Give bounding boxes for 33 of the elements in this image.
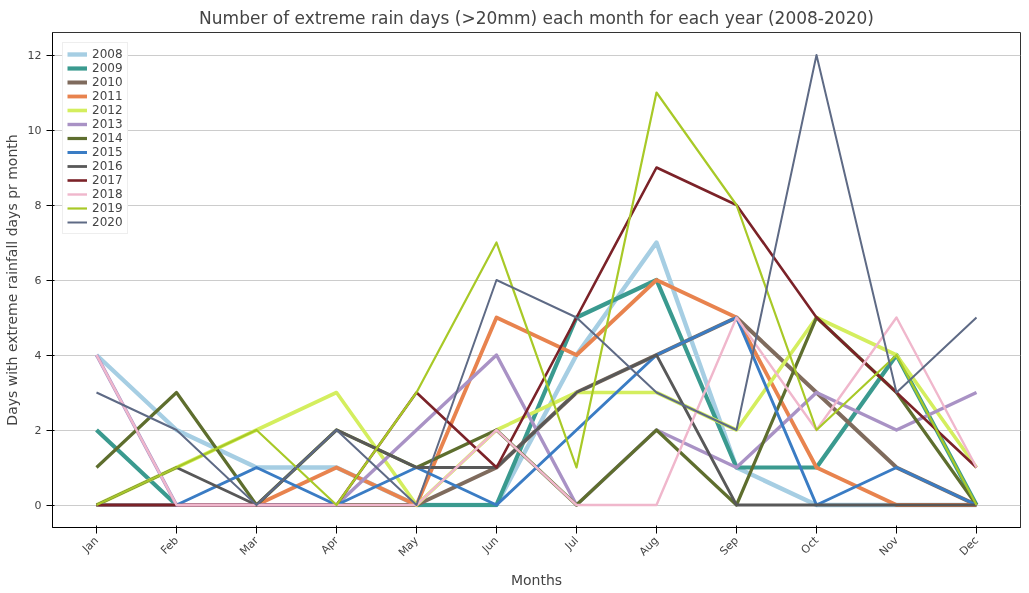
y-axis-title: Days with extreme rainfall days pr month <box>3 134 20 426</box>
legend-label: 2012 <box>92 103 123 117</box>
chart-title: Number of extreme rain days (>20mm) each month for each year (2008-2020) <box>199 7 874 28</box>
x-tick-label: Aug <box>636 533 662 559</box>
legend-label: 2018 <box>92 187 123 201</box>
legend-label: 2011 <box>92 89 123 103</box>
legend-label: 2016 <box>92 159 123 173</box>
x-tick-label: Sep <box>717 533 742 558</box>
x-tick-label: Jul <box>561 533 582 554</box>
legend-label: 2010 <box>92 75 123 89</box>
y-tick-label: 12 <box>27 49 42 62</box>
x-tick-label: Dec <box>956 533 982 559</box>
x-tick-label: Jun <box>479 533 502 556</box>
y-tick-label: 2 <box>34 424 42 437</box>
y-tick-label: 6 <box>34 274 42 287</box>
x-tick-label: Mar <box>237 533 262 558</box>
x-tick-label: Oct <box>798 533 822 557</box>
y-tick-label: 8 <box>34 199 42 212</box>
legend-label: 2017 <box>92 173 123 187</box>
x-tick-label: Apr <box>318 533 342 557</box>
legend-label: 2015 <box>92 145 123 159</box>
y-tick-label: 4 <box>34 349 42 362</box>
y-tick-label: 0 <box>34 499 42 512</box>
legend-label: 2008 <box>92 47 123 61</box>
legend-label: 2014 <box>92 131 123 145</box>
legend-label: 2009 <box>92 61 123 75</box>
x-tick-label: Jan <box>79 533 102 556</box>
legend-label: 2013 <box>92 117 123 131</box>
y-tick-label: 10 <box>27 124 42 137</box>
x-tick-label: Feb <box>158 533 182 557</box>
x-axis-title: Months <box>510 571 563 588</box>
legend-label: 2020 <box>92 215 123 229</box>
legend-label: 2019 <box>92 201 123 215</box>
